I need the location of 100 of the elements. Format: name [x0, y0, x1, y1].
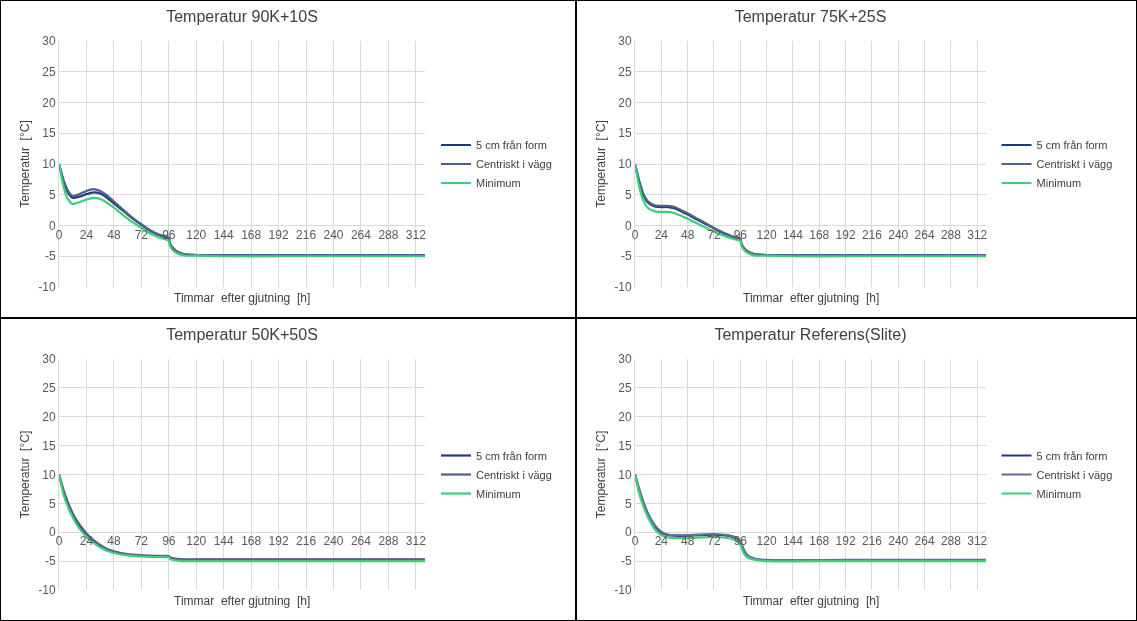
y-tick-label: 15 — [618, 438, 632, 453]
y-tick-label: 15 — [42, 126, 56, 141]
y-tick-label: -10 — [38, 280, 56, 295]
x-tick-label: 24 — [654, 227, 669, 242]
y-tick-label: 20 — [42, 409, 56, 424]
x-tick-label: 120 — [186, 534, 207, 549]
x-tick-label: 312 — [405, 534, 427, 549]
x-tick-label: 240 — [323, 534, 344, 549]
y-tick-label: 10 — [42, 467, 56, 482]
x-tick-label: 264 — [914, 534, 935, 549]
legend-label: Centriskt i vägg — [475, 158, 552, 171]
y-axis-title: Temperatur [°C] — [17, 120, 32, 208]
y-tick-label: 20 — [618, 95, 632, 110]
x-tick-label: 120 — [756, 534, 777, 549]
x-tick-label: 192 — [268, 534, 289, 549]
legend-label: Centriskt i vägg — [1036, 158, 1113, 171]
x-tick-label: 216 — [296, 227, 317, 242]
x-tick-label: 192 — [835, 227, 856, 242]
y-tick-label: -5 — [44, 554, 56, 569]
x-tick-label: 96 — [162, 227, 176, 242]
legend-label: Centriskt i vägg — [475, 468, 552, 481]
x-tick-label: 24 — [654, 534, 669, 549]
x-tick-label: 240 — [888, 227, 909, 242]
x-tick-label: 264 — [350, 534, 372, 549]
x-tick-label: 72 — [134, 534, 149, 549]
y-tick-label: 30 — [42, 352, 56, 367]
y-tick-label: 10 — [42, 157, 56, 172]
y-axis-title: Temperatur [°C] — [593, 430, 608, 519]
x-axis-title: Timmar efter gjutning [h] — [743, 291, 880, 305]
x-tick-label: 144 — [213, 534, 235, 549]
x-tick-label: 168 — [809, 534, 830, 549]
y-tick-label: 15 — [42, 438, 56, 453]
x-tick-label: 144 — [782, 534, 804, 549]
x-tick-label: 288 — [940, 227, 962, 242]
y-axis-title: Temperatur [°C] — [593, 120, 608, 208]
x-axis-title: Timmar efter gjutning [h] — [174, 594, 311, 608]
chart-title: Temperatur 90K+10S — [166, 8, 318, 26]
y-tick-label: 25 — [42, 64, 56, 79]
x-tick-label: 168 — [241, 227, 262, 242]
x-tick-label: 72 — [707, 227, 721, 242]
x-tick-label: 168 — [241, 534, 262, 549]
x-tick-label: 312 — [405, 227, 427, 242]
y-tick-label: -5 — [44, 249, 56, 264]
y-tick-label: 25 — [618, 381, 632, 396]
y-tick-label: 15 — [618, 126, 632, 141]
x-tick-label: 48 — [107, 534, 121, 549]
y-tick-label: -10 — [614, 583, 632, 598]
x-tick-label: 48 — [680, 227, 695, 242]
x-tick-label: 96 — [162, 534, 176, 549]
y-tick-label: 30 — [618, 34, 632, 49]
x-tick-label: 216 — [296, 534, 317, 549]
y-tick-label: 25 — [618, 64, 632, 79]
y-tick-label: -10 — [614, 280, 632, 295]
x-tick-label: 240 — [888, 534, 909, 549]
legend-label: 5 cm från form — [475, 139, 547, 152]
y-tick-label: 30 — [42, 34, 56, 49]
x-tick-label: 264 — [914, 227, 935, 242]
legend-label: Minimum — [1036, 487, 1082, 500]
x-tick-label: 72 — [707, 534, 721, 549]
x-tick-label: 144 — [782, 227, 804, 242]
x-tick-label: 288 — [378, 227, 399, 242]
x-tick-label: 192 — [835, 534, 856, 549]
x-tick-label: 288 — [378, 534, 399, 549]
x-tick-label: 312 — [967, 227, 988, 242]
y-tick-label: 25 — [42, 381, 56, 396]
legend-label: Minimum — [475, 487, 521, 500]
x-tick-label: 288 — [940, 534, 962, 549]
x-tick-label: 216 — [861, 534, 883, 549]
x-tick-label: 120 — [756, 227, 777, 242]
y-tick-label: -10 — [38, 583, 56, 598]
x-tick-label: 48 — [107, 227, 121, 242]
legend-label: 5 cm från form — [475, 449, 547, 462]
y-tick-label: 20 — [618, 409, 632, 424]
x-tick-label: 216 — [861, 227, 883, 242]
y-axis-title: Temperatur [°C] — [17, 430, 32, 519]
legend-label: 5 cm från form — [1036, 139, 1108, 152]
y-tick-label: -5 — [620, 249, 632, 264]
x-tick-label: 72 — [134, 227, 149, 242]
x-axis-title: Timmar efter gjutning [h] — [743, 594, 880, 608]
y-tick-label: 20 — [42, 95, 56, 110]
x-tick-label: 312 — [967, 534, 988, 549]
y-tick-label: -5 — [620, 554, 632, 569]
y-tick-label: 10 — [618, 157, 632, 172]
legend-label: Minimum — [1036, 177, 1082, 190]
x-tick-label: 24 — [79, 534, 94, 549]
legend-label: Centriskt i vägg — [1036, 468, 1113, 481]
x-tick-label: 192 — [268, 227, 289, 242]
x-tick-label: 120 — [186, 227, 207, 242]
legend-label: 5 cm från form — [1036, 449, 1108, 462]
y-tick-label: 5 — [624, 187, 632, 202]
x-axis-title: Timmar efter gjutning [h] — [174, 291, 311, 305]
x-tick-label: 168 — [809, 227, 830, 242]
legend-label: Minimum — [475, 177, 521, 190]
y-tick-label: 5 — [48, 187, 56, 202]
chart-title: Temperatur Referens(Slite) — [714, 326, 907, 344]
y-tick-label: 30 — [618, 352, 632, 367]
chart-title: Temperatur 75K+25S — [734, 8, 887, 26]
x-tick-label: 144 — [213, 227, 235, 242]
y-tick-label: 5 — [624, 496, 632, 511]
x-tick-label: 264 — [350, 227, 372, 242]
